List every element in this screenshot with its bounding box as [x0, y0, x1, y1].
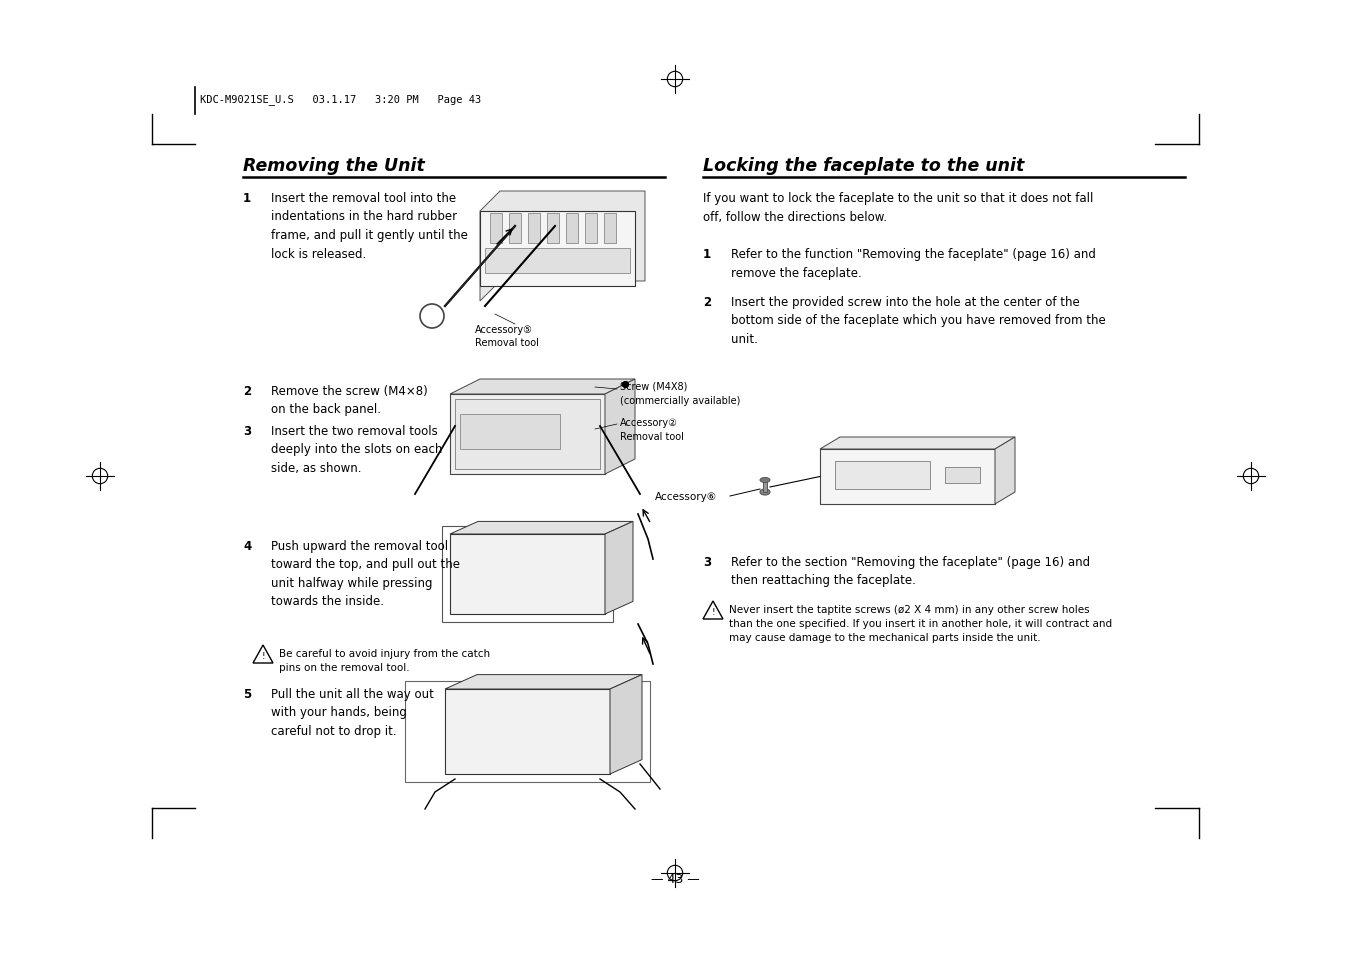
- Text: 2: 2: [703, 295, 711, 309]
- Bar: [450, 395, 605, 475]
- Bar: [442, 526, 613, 622]
- Bar: [459, 415, 561, 450]
- Polygon shape: [450, 379, 635, 395]
- Bar: [528, 213, 540, 244]
- Text: Accessory②: Accessory②: [620, 417, 678, 428]
- Text: Be careful to avoid injury from the catch
pins on the removal tool.: Be careful to avoid injury from the catc…: [280, 648, 490, 672]
- Text: 2: 2: [243, 385, 251, 397]
- Text: Accessory⑤: Accessory⑤: [476, 325, 532, 335]
- Polygon shape: [605, 522, 634, 615]
- Polygon shape: [605, 379, 635, 475]
- Bar: [405, 681, 650, 782]
- Text: 4: 4: [243, 539, 251, 553]
- Polygon shape: [450, 522, 634, 535]
- Text: Push upward the removal tool
toward the top, and pull out the
unit halfway while: Push upward the removal tool toward the …: [272, 539, 459, 608]
- Bar: [944, 468, 979, 483]
- Bar: [455, 399, 600, 470]
- Text: !: !: [711, 608, 715, 617]
- Bar: [566, 213, 578, 244]
- Bar: [509, 213, 521, 244]
- Bar: [450, 535, 605, 615]
- Text: !: !: [261, 652, 265, 660]
- Text: Insert the two removal tools
deeply into the slots on each
side, as shown.: Insert the two removal tools deeply into…: [272, 424, 442, 475]
- Text: 3: 3: [243, 424, 251, 437]
- Text: — 43 —: — 43 —: [651, 873, 700, 885]
- Text: Accessory⑥: Accessory⑥: [655, 492, 717, 501]
- Ellipse shape: [761, 478, 770, 483]
- Bar: [485, 249, 630, 274]
- Bar: [604, 213, 616, 244]
- Bar: [480, 212, 635, 287]
- Text: If you want to lock the faceplate to the unit so that it does not fall
off, foll: If you want to lock the faceplate to the…: [703, 192, 1093, 223]
- Text: 5: 5: [243, 687, 251, 700]
- Ellipse shape: [761, 490, 770, 496]
- Polygon shape: [480, 192, 644, 302]
- Text: KDC-M9021SE_U.S   03.1.17   3:20 PM   Page 43: KDC-M9021SE_U.S 03.1.17 3:20 PM Page 43: [200, 94, 481, 106]
- Text: (commercially available): (commercially available): [620, 395, 740, 406]
- Bar: [547, 213, 559, 244]
- Text: Insert the provided screw into the hole at the center of the
bottom side of the : Insert the provided screw into the hole …: [731, 295, 1105, 346]
- Text: 3: 3: [703, 556, 711, 568]
- Text: Insert the removal tool into the
indentations in the hard rubber
frame, and pull: Insert the removal tool into the indenta…: [272, 192, 467, 260]
- Text: Refer to the function "Removing the faceplate" (page 16) and
remove the faceplat: Refer to the function "Removing the face…: [731, 248, 1096, 279]
- Text: 1: 1: [243, 192, 251, 205]
- Text: Removal tool: Removal tool: [476, 337, 539, 348]
- Text: Removing the Unit: Removing the Unit: [243, 157, 424, 174]
- Text: 1: 1: [703, 248, 711, 261]
- Text: Refer to the section "Removing the faceplate" (page 16) and
then reattaching the: Refer to the section "Removing the facep…: [731, 556, 1090, 587]
- Polygon shape: [444, 675, 642, 689]
- Text: Removal tool: Removal tool: [620, 432, 684, 441]
- Polygon shape: [820, 437, 1015, 450]
- Polygon shape: [611, 675, 642, 774]
- Bar: [585, 213, 597, 244]
- Bar: [835, 461, 929, 490]
- Bar: [444, 689, 611, 774]
- Polygon shape: [994, 437, 1015, 504]
- Bar: [820, 450, 994, 504]
- Text: Remove the screw (M4×8)
on the back panel.: Remove the screw (M4×8) on the back pane…: [272, 385, 428, 416]
- Bar: [490, 213, 503, 244]
- Text: Locking the faceplate to the unit: Locking the faceplate to the unit: [703, 157, 1024, 174]
- Bar: [763, 480, 767, 493]
- Text: Never insert the taptite screws (ø2 X 4 mm) in any other screw holes
than the on: Never insert the taptite screws (ø2 X 4 …: [730, 604, 1112, 642]
- Text: Pull the unit all the way out
with your hands, being
careful not to drop it.: Pull the unit all the way out with your …: [272, 687, 434, 738]
- Text: Screw (M4X8): Screw (M4X8): [620, 381, 688, 392]
